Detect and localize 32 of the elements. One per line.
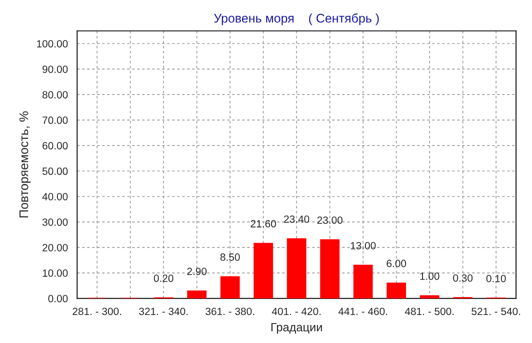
y-tick-label: 30.00 (42, 218, 68, 226)
y-tick-label: 60.00 (42, 142, 68, 150)
data-label: 21.60 (250, 220, 276, 228)
data-label: 2.90 (187, 268, 207, 276)
y-tick-label: 50.00 (42, 168, 68, 175)
x-tick-label: 361. - 380. (206, 308, 254, 316)
x-tick-label: 281. - 300. (72, 308, 122, 316)
data-label: 0.30 (453, 274, 473, 282)
y-tick-label: 90.00 (42, 66, 68, 73)
x-tick-label: 521. - 540. (472, 308, 520, 316)
data-label: 6.00 (386, 260, 406, 268)
y-axis-title: Повторяемость, % (19, 111, 31, 218)
data-label: 0.10 (486, 274, 506, 282)
data-label: 23.00 (317, 216, 342, 224)
y-tick-label: 100.00 (37, 40, 68, 48)
data-label: 8.50 (220, 253, 240, 261)
y-tick-label: 40.00 (42, 192, 68, 200)
y-tick-label: 20.00 (42, 244, 68, 252)
x-axis-title: Градации (271, 323, 322, 334)
data-label: 0.20 (154, 274, 174, 282)
y-tick-label: 10.00 (42, 269, 68, 277)
data-label: 1.00 (420, 272, 440, 280)
y-tick-label: 70.00 (42, 116, 68, 124)
x-tick-label: 321. - 340. (139, 308, 188, 316)
chart-title: Уровень моря ( Сентябрь ) (214, 13, 379, 26)
y-tick-label: 0.00 (48, 294, 68, 302)
x-tick-label: 481. - 500. (404, 308, 454, 316)
y-tick-label: 80.00 (42, 91, 68, 98)
x-tick-label: 401. - 420. (272, 308, 321, 316)
x-tick-label: 441. - 460. (338, 308, 388, 316)
data-label: 23.40 (284, 215, 310, 223)
data-label: 13.00 (350, 242, 376, 250)
